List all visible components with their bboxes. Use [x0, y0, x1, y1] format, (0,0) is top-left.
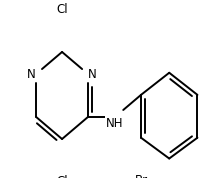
Text: N: N — [27, 68, 36, 81]
Text: N: N — [88, 68, 97, 81]
Text: NH: NH — [106, 117, 124, 130]
Text: Cl: Cl — [56, 3, 68, 16]
Text: Cl: Cl — [56, 175, 68, 178]
Text: Br: Br — [134, 174, 148, 178]
